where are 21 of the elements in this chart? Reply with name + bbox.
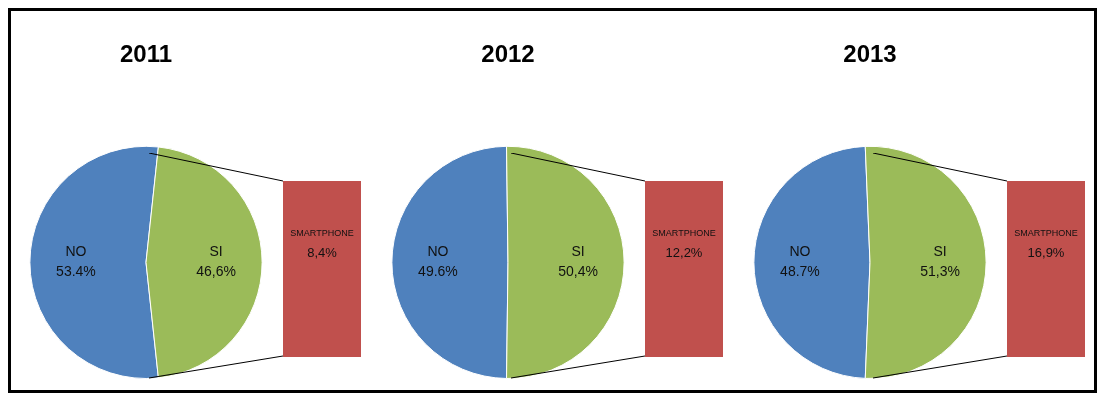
slice-label: SI [571,243,585,260]
slice-label: SI [209,243,223,260]
slice-label: NO [789,243,811,260]
data-label: 46,6% [196,263,236,280]
chart-title: 2012 [481,40,535,68]
category-label: SMARTPHONE [290,228,354,239]
slice-label: SI [933,243,947,260]
data-label: 49.6% [418,263,458,280]
data-label: 51,3% [920,263,960,280]
data-label: 16,9% [1027,245,1065,261]
data-label: 48.7% [780,263,820,280]
data-label: 12,2% [665,245,703,261]
category-label: SMARTPHONE [652,228,716,239]
chart-title: 2011 [119,40,173,68]
data-label: 8,4% [307,245,338,261]
chart-title: 2013 [843,40,897,68]
slice-label: NO [65,243,87,260]
slice-label: NO [427,243,449,260]
data-label: 53.4% [56,263,96,280]
category-label: SMARTPHONE [1014,228,1078,239]
data-label: 50,4% [558,263,598,280]
